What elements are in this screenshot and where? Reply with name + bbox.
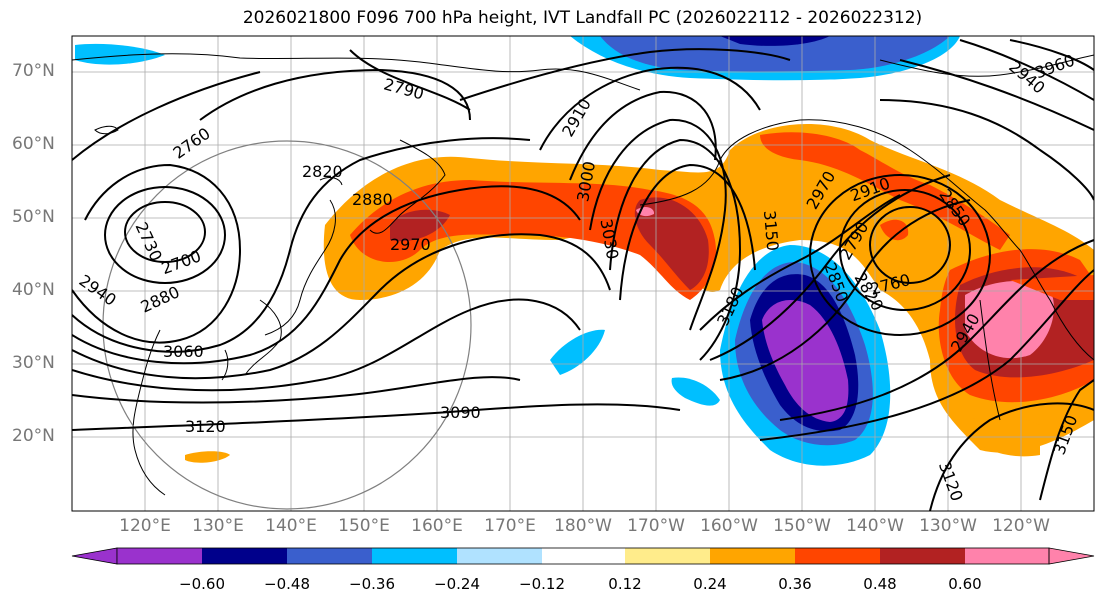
lat-label: 70°N [12,61,55,81]
lat-label: 60°N [12,134,55,154]
lon-label: 140°E [265,516,317,536]
colorbar-tick-label: 0.36 [778,575,812,593]
lat-label: 50°N [12,207,55,227]
colorbar-tick-label: −0.24 [434,575,480,593]
lon-label: 160°W [700,516,758,536]
contour-label: 2880 [352,190,393,209]
lon-label: 130°W [919,516,977,536]
map-frame [71,35,1095,512]
map-title: 2026021800 F096 700 hPa height, IVT Land… [242,8,923,28]
lon-label: 150°W [773,516,831,536]
graticule [72,36,1094,511]
colorbar-tick-label: 0.60 [948,575,982,593]
colorbar-tick-label: −0.12 [519,575,565,593]
lat-label: 40°N [12,280,55,300]
lat-label: 20°N [12,426,55,446]
lon-label: 180°W [554,516,612,536]
lon-label: 140°W [846,516,904,536]
colorbar-tick-label: −0.36 [349,575,395,593]
lon-label: 150°E [338,516,390,536]
colorbar-tick-label: 0.48 [863,575,897,593]
contour-label: 3120 [185,417,226,436]
colorbar [71,547,1095,565]
lat-label: 30°N [12,353,55,373]
colorbar-tick-label: −0.60 [179,575,225,593]
colorbar-tick-label: −0.48 [264,575,310,593]
height-contours [72,39,1094,511]
contour-label: 3150 [760,210,782,252]
contour-label: 2970 [390,235,431,254]
landfall-radius-circle [102,140,472,510]
lon-label: 170°W [627,516,685,536]
contour-label: 3090 [440,403,481,422]
lon-label: 120°W [992,516,1050,536]
lon-label: 170°E [484,516,536,536]
colorbar-tick-label: 0.12 [608,575,642,593]
lon-label: 120°E [119,516,171,536]
lon-label: 130°E [192,516,244,536]
colorbar-tick-label: 0.24 [693,575,727,593]
contour-label: 2820 [302,162,343,181]
contour-label: 3060 [163,342,204,361]
lon-label: 160°E [411,516,463,536]
